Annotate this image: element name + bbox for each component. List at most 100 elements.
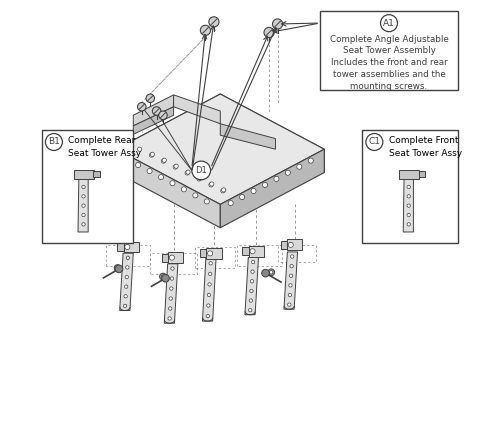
Circle shape xyxy=(250,280,254,283)
Polygon shape xyxy=(116,149,220,228)
Circle shape xyxy=(208,272,212,276)
Polygon shape xyxy=(220,94,324,172)
Circle shape xyxy=(250,289,253,292)
Circle shape xyxy=(272,19,282,29)
Circle shape xyxy=(366,133,383,150)
FancyBboxPatch shape xyxy=(168,252,184,263)
Circle shape xyxy=(173,165,178,169)
Circle shape xyxy=(262,269,270,277)
Circle shape xyxy=(152,107,161,115)
Circle shape xyxy=(146,94,154,102)
Circle shape xyxy=(208,283,211,286)
Polygon shape xyxy=(78,177,88,232)
Circle shape xyxy=(82,223,85,226)
Circle shape xyxy=(288,243,294,247)
Circle shape xyxy=(147,169,152,174)
Circle shape xyxy=(174,164,178,168)
Circle shape xyxy=(206,314,210,318)
Circle shape xyxy=(209,17,219,27)
Circle shape xyxy=(168,317,172,320)
Circle shape xyxy=(222,188,226,192)
Circle shape xyxy=(170,287,173,290)
Circle shape xyxy=(150,153,154,157)
FancyBboxPatch shape xyxy=(117,243,123,251)
Circle shape xyxy=(160,273,166,280)
Circle shape xyxy=(82,195,85,198)
FancyBboxPatch shape xyxy=(124,242,139,252)
Circle shape xyxy=(169,297,172,300)
Circle shape xyxy=(168,307,172,310)
Circle shape xyxy=(170,181,175,186)
Circle shape xyxy=(162,158,166,163)
Circle shape xyxy=(82,185,85,189)
FancyBboxPatch shape xyxy=(418,171,425,177)
Circle shape xyxy=(290,274,292,277)
Polygon shape xyxy=(220,149,324,228)
Circle shape xyxy=(171,267,174,270)
Circle shape xyxy=(82,204,85,207)
Circle shape xyxy=(186,170,190,174)
Circle shape xyxy=(200,25,210,35)
Circle shape xyxy=(252,260,255,264)
Circle shape xyxy=(114,264,121,271)
Circle shape xyxy=(407,213,410,217)
Circle shape xyxy=(288,303,291,306)
Polygon shape xyxy=(174,95,220,124)
Circle shape xyxy=(228,200,233,206)
Text: Seat Tower Assy: Seat Tower Assy xyxy=(68,149,142,158)
Circle shape xyxy=(124,157,129,162)
Circle shape xyxy=(208,251,212,256)
Polygon shape xyxy=(116,94,220,172)
Circle shape xyxy=(158,111,167,120)
Polygon shape xyxy=(202,258,216,321)
Circle shape xyxy=(249,299,252,302)
Circle shape xyxy=(220,189,225,193)
Polygon shape xyxy=(116,94,324,204)
Circle shape xyxy=(268,269,274,276)
Circle shape xyxy=(124,285,128,289)
Polygon shape xyxy=(284,252,298,309)
FancyBboxPatch shape xyxy=(280,241,287,249)
Text: tower assemblies and the: tower assemblies and the xyxy=(332,70,446,79)
Circle shape xyxy=(150,152,154,157)
Text: Seat Tower Assy: Seat Tower Assy xyxy=(389,149,462,158)
FancyBboxPatch shape xyxy=(320,11,458,90)
Circle shape xyxy=(193,193,198,198)
Circle shape xyxy=(126,266,129,269)
Circle shape xyxy=(240,194,244,200)
Polygon shape xyxy=(403,177,413,232)
Circle shape xyxy=(204,199,210,204)
Circle shape xyxy=(407,223,410,226)
Circle shape xyxy=(289,284,292,287)
FancyBboxPatch shape xyxy=(242,247,248,255)
Circle shape xyxy=(262,182,268,187)
Text: Seat Tower Assembly: Seat Tower Assembly xyxy=(342,46,436,55)
Circle shape xyxy=(297,164,302,169)
Circle shape xyxy=(206,304,210,307)
Circle shape xyxy=(208,293,210,297)
Circle shape xyxy=(407,204,410,207)
Circle shape xyxy=(170,255,174,260)
Circle shape xyxy=(197,177,201,181)
Polygon shape xyxy=(220,124,276,149)
Circle shape xyxy=(162,159,166,163)
Circle shape xyxy=(170,277,173,280)
Circle shape xyxy=(209,183,213,187)
Circle shape xyxy=(288,293,292,297)
Circle shape xyxy=(248,308,252,312)
Circle shape xyxy=(115,265,123,273)
Circle shape xyxy=(125,275,128,279)
Circle shape xyxy=(126,256,130,259)
Circle shape xyxy=(198,176,202,180)
FancyBboxPatch shape xyxy=(248,246,264,257)
Circle shape xyxy=(210,182,214,186)
Circle shape xyxy=(192,161,210,180)
Circle shape xyxy=(290,264,294,268)
Circle shape xyxy=(124,304,127,307)
FancyBboxPatch shape xyxy=(162,254,168,262)
FancyBboxPatch shape xyxy=(206,248,222,259)
Circle shape xyxy=(116,266,119,270)
Polygon shape xyxy=(245,258,258,315)
Text: C1: C1 xyxy=(368,138,380,147)
Text: D1: D1 xyxy=(196,166,207,175)
